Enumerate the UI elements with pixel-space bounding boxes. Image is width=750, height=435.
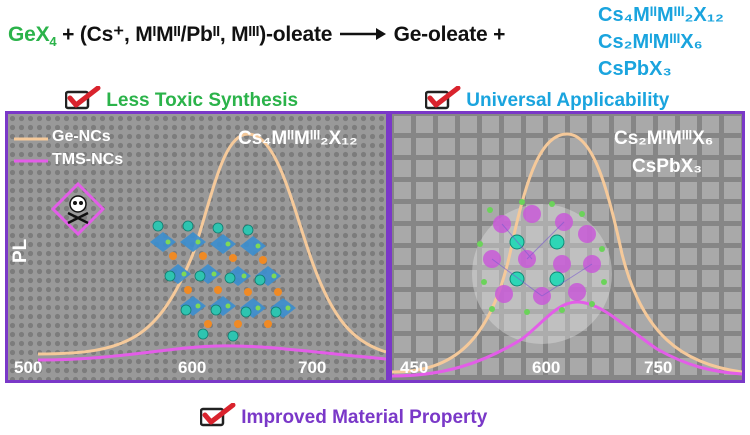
ge-ncs-curve-right xyxy=(392,132,742,374)
oleate-precursors: (Cs⁺, MᴵMᴵᴵ/Pbᴵᴵ, Mᴵᴵᴵ)-oleate xyxy=(79,23,333,46)
left-panel-formula: Cs₄MᴵᴵMᴵᴵᴵ₂X₁₂ xyxy=(238,128,358,149)
plus-sign: + xyxy=(62,23,75,46)
x-tick: 450 xyxy=(400,358,429,377)
reaction-equation: GeX4 + (Cs⁺, MᴵMᴵᴵ/Pbᴵᴵ, Mᴵᴵᴵ)-oleate Ge… xyxy=(8,22,505,49)
product-formula-3: CsPbX₃ xyxy=(598,58,672,80)
product-label: Ge-oleate + xyxy=(393,23,506,46)
reactant-label: GeX4 xyxy=(8,23,57,50)
x-tick: 600 xyxy=(178,358,207,377)
tms-ncs-curve xyxy=(37,344,386,362)
tag-less-toxic: Less Toxic Synthesis xyxy=(64,85,298,116)
x-tick: 500 xyxy=(14,358,43,377)
reaction-arrow-icon xyxy=(338,23,388,47)
toxic-hazard-icon xyxy=(50,181,106,237)
x-tick: 750 xyxy=(644,358,673,377)
tms-ncs-curve-right xyxy=(392,300,742,378)
crystal-structure-icon xyxy=(150,220,296,342)
x-tick: 700 xyxy=(298,358,327,377)
checkmark-icon xyxy=(424,85,461,116)
right-panel: Cs₂MᴵMᴵᴵᴵX₆ CsPbX₃ 450 600 750 xyxy=(389,111,745,383)
checkmark-icon xyxy=(199,402,236,433)
double-perovskite-structure-icon xyxy=(477,199,607,315)
tag-universal: Universal Applicability xyxy=(424,85,669,116)
tag-improved: Improved Material Property xyxy=(199,402,487,433)
product-formula-2: Cs₂MᴵMᴵᴵᴵX₆ xyxy=(598,31,703,53)
legend-tms-ncs: TMS-NCs xyxy=(52,151,124,168)
right-panel-formula-1: Cs₂MᴵMᴵᴵᴵX₆ xyxy=(614,128,714,149)
ge-ncs-curve xyxy=(37,132,386,356)
x-tick: 600 xyxy=(532,358,561,377)
legend-ge-ncs: Ge-NCs xyxy=(52,128,111,145)
left-panel: Ge-NCs TMS-NCs Cs₄MᴵᴵMᴵᴵᴵ₂X₁₂ PL 500 600… xyxy=(5,111,389,383)
y-axis-label: PL xyxy=(10,238,31,263)
checkmark-icon xyxy=(64,85,101,116)
product-formula-1: Cs₄MᴵᴵMᴵᴵᴵ₂X₁₂ xyxy=(598,4,724,26)
right-panel-formula-2: CsPbX₃ xyxy=(632,156,703,177)
